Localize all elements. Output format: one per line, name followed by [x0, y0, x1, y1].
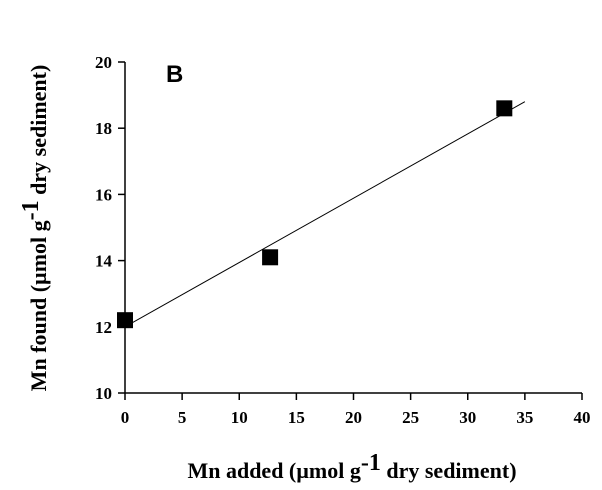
panel-label: B [166, 61, 183, 88]
y-tick-label: 20 [95, 53, 112, 72]
x-tick-label: 20 [345, 408, 362, 427]
x-tick-label: 10 [231, 408, 248, 427]
y-tick-label: 12 [95, 318, 112, 337]
x-axis-title: Mn added (µmol g-1 dry sediment) [187, 450, 516, 483]
regression-line-layer [124, 101, 526, 328]
x-tick-label: 15 [288, 408, 305, 427]
x-axis-ticks: 0 5 10 15 20 25 30 35 40 [121, 393, 591, 427]
y-tick-label: 14 [95, 252, 113, 271]
y-tick-label: 18 [95, 119, 112, 138]
x-tick-label: 40 [574, 408, 591, 427]
data-point [496, 100, 513, 117]
x-tick-label: 30 [459, 408, 476, 427]
y-axis-ticks: 10 12 14 16 18 20 [95, 53, 125, 403]
x-tick-label: 5 [178, 408, 187, 427]
data-point [262, 249, 279, 266]
x-tick-label: 0 [121, 408, 130, 427]
regression-line [124, 101, 526, 328]
data-point [117, 312, 133, 329]
plot-area: 10 12 14 16 18 20 0 5 10 15 20 25 30 35 40 [95, 53, 591, 427]
x-tick-label: 35 [516, 408, 533, 427]
data-points-layer [117, 100, 513, 329]
x-tick-label: 25 [402, 408, 419, 427]
y-tick-label: 10 [95, 384, 112, 403]
y-axis-title: Mn found (µmol g-1 dry sediment) [18, 65, 51, 392]
y-tick-label: 16 [95, 185, 112, 204]
